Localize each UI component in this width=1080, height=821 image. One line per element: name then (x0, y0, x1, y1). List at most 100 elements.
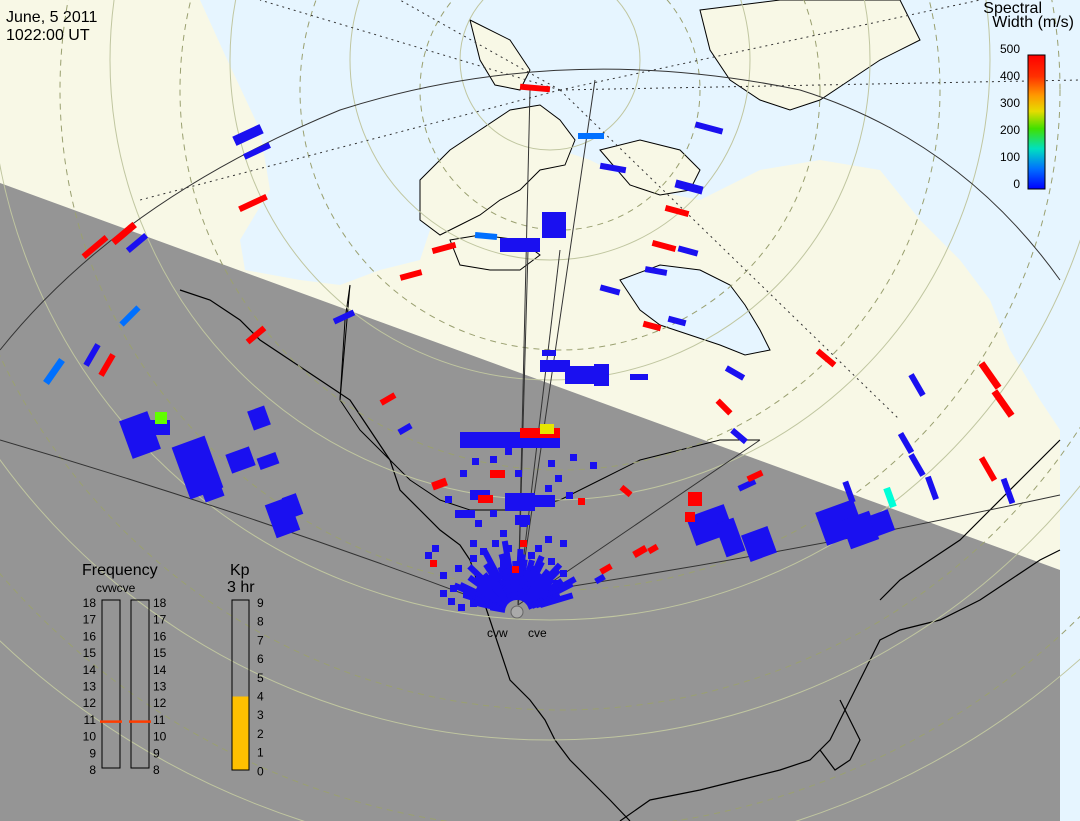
greenland (699, 0, 921, 111)
kp-tick-label: 1 (257, 746, 264, 760)
echo-cell (455, 510, 475, 518)
echo-cell (685, 512, 695, 522)
echo-cell (664, 204, 690, 218)
echo-cell (868, 509, 896, 537)
echo-cell (535, 495, 555, 507)
kp-tick-label: 0 (257, 764, 264, 778)
echo-cell (599, 563, 613, 575)
echo-cell (908, 453, 926, 477)
radar-site-marker (510, 605, 524, 619)
echo-cell (815, 348, 837, 368)
echo-cell (243, 142, 271, 160)
echo-cell (500, 238, 540, 252)
echo-cell (542, 212, 566, 238)
colorbar-title-line1: Spectral (983, 0, 1042, 17)
colorbar-tick-label: 0 (1013, 177, 1020, 191)
florida (819, 699, 861, 771)
echo-cell (245, 325, 267, 345)
echo-cell (547, 581, 574, 599)
kp-ticks: 9 8 7 6 5 4 3 2 1 0 (257, 596, 264, 778)
echo-cell (431, 477, 448, 491)
echo-cell (281, 493, 304, 519)
gulf-coast (619, 549, 1061, 821)
echo-cell (470, 540, 477, 547)
colorbar-tick-label: 500 (1000, 42, 1020, 56)
kp-panel: Kp 3 hr 9 8 7 6 5 4 3 2 1 0 (227, 562, 264, 778)
echo-cell (578, 498, 585, 505)
echo-cell (560, 540, 567, 547)
echo-cell (478, 495, 493, 503)
alaska-border (339, 284, 351, 401)
colorbar-tick-label: 400 (1000, 69, 1020, 83)
echo-cell (455, 565, 462, 572)
echo-cell (555, 475, 562, 482)
east-coast (879, 439, 1061, 601)
echo-cell (599, 284, 621, 296)
echo-cell (594, 364, 609, 386)
echo-cell (43, 358, 65, 385)
echo-cell (81, 235, 109, 259)
echo-cell (225, 446, 256, 474)
echo-cell (578, 133, 604, 139)
kp-tick-label: 3 (257, 708, 264, 722)
date-label: June, 5 2011 (6, 9, 97, 26)
cvw-frequency-tick: 18 (83, 596, 97, 610)
echo-cell (715, 398, 733, 416)
echo-cell (474, 232, 498, 240)
echo-cell (565, 366, 600, 384)
echo-cell (908, 373, 926, 397)
echo-cell (991, 389, 1015, 418)
echo-cell (545, 485, 552, 492)
echo-cell (445, 496, 452, 503)
echo-cell (519, 83, 551, 93)
cve-frequency-tick: 17 (153, 613, 167, 627)
echo-cell (195, 467, 225, 503)
echo-cell (535, 545, 542, 552)
echo-cell (512, 566, 519, 573)
echo-cell (470, 600, 477, 607)
echo-cell (688, 492, 702, 506)
colorbar-tick-label: 100 (1000, 150, 1020, 164)
echo-cell (842, 480, 856, 504)
echo-cell (500, 560, 507, 567)
cvw-frequency-tick: 11 (84, 713, 97, 727)
echo-cell (500, 530, 507, 537)
echo-cell (1000, 477, 1016, 505)
echo-cell (440, 572, 447, 579)
echo-cell (256, 451, 280, 471)
echo-cell (528, 552, 535, 559)
echo-cell (566, 492, 573, 499)
echo-cell (978, 361, 1002, 390)
frequency-ticks: 18 18 17 17 16 16 15 15 14 14 13 13 12 12 11 11 10 10 9 9 8 8 (83, 596, 167, 777)
echo-cell (540, 360, 570, 372)
echo-cell (458, 604, 465, 611)
time-label: 1022:00 UT (6, 27, 90, 44)
echo-cell (232, 124, 264, 146)
echo-cell (480, 548, 487, 555)
kp-tick-label: 2 (257, 727, 264, 741)
cvw-frequency-tick: 10 (83, 730, 97, 744)
kp-level-fill (232, 696, 249, 770)
echo-cell (730, 427, 748, 445)
echo-cell (430, 560, 437, 567)
echo-cell (505, 493, 535, 511)
echo-cell (883, 486, 897, 509)
frequency-subtitle: cvwcve (96, 581, 136, 595)
echo-cell (490, 470, 505, 478)
cve-frequency-bar (130, 599, 150, 769)
echo-cell (111, 221, 137, 246)
echo-cell (332, 309, 356, 325)
colorbar-ticks: 500 400 300 200 100 0 (1000, 42, 1020, 191)
echo-cell (458, 582, 486, 600)
frequency-title: Frequency (82, 562, 158, 579)
echo-cell (539, 592, 574, 609)
echo-cell (505, 545, 512, 552)
echo-cell (472, 458, 479, 465)
echo-cell (647, 543, 659, 555)
echo-cell (470, 555, 477, 562)
echo-cell (667, 315, 687, 327)
echo-cell (677, 245, 699, 257)
echo-cell (481, 549, 503, 582)
radar-label-cve: cve (528, 626, 547, 640)
echo-cell (125, 232, 149, 254)
